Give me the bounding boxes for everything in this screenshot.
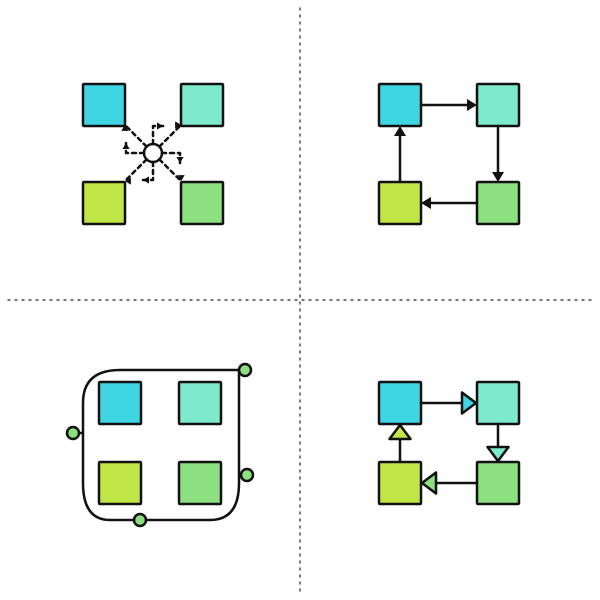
node-tl (83, 84, 125, 126)
node-bl (379, 462, 421, 504)
node-br (179, 462, 221, 504)
node-tr (477, 382, 519, 424)
diagram-grid (0, 0, 600, 600)
node-tl (379, 84, 421, 126)
node-bl (99, 462, 141, 504)
node-tr (179, 382, 221, 424)
node-tr (181, 84, 223, 126)
node-tl (379, 382, 421, 424)
node-bl (83, 182, 125, 224)
node-tr (477, 84, 519, 126)
node-br (181, 182, 223, 224)
dot-tr-icon (239, 364, 251, 376)
dot-left-icon (67, 427, 79, 439)
node-br (477, 182, 519, 224)
node-br (477, 462, 519, 504)
dot-right-icon (241, 469, 253, 481)
dot-bottom-icon (134, 514, 146, 526)
node-tl (99, 382, 141, 424)
node-bl (379, 182, 421, 224)
